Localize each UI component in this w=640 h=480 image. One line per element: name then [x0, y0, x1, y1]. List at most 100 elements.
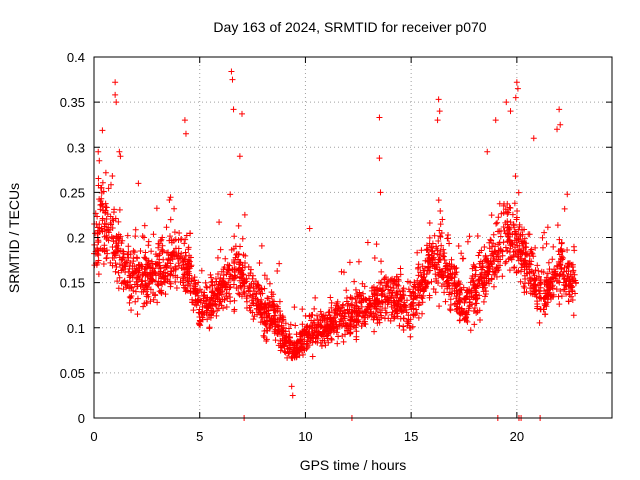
data-point — [209, 288, 216, 295]
data-point — [332, 314, 339, 321]
data-point — [465, 307, 472, 314]
data-point — [374, 309, 381, 316]
data-point — [481, 284, 488, 291]
data-point — [96, 221, 103, 228]
data-point — [556, 260, 563, 267]
data-point — [245, 272, 252, 279]
data-point — [482, 252, 489, 259]
data-point — [110, 238, 117, 245]
data-point — [507, 219, 514, 226]
data-point — [503, 99, 510, 106]
data-point — [536, 294, 543, 301]
data-point — [452, 300, 459, 307]
data-point — [277, 340, 284, 347]
data-point — [324, 335, 331, 342]
data-point — [203, 302, 210, 309]
data-point — [558, 265, 565, 272]
data-point — [353, 321, 360, 328]
data-point — [223, 303, 230, 310]
data-point — [435, 197, 442, 204]
data-point — [379, 284, 386, 291]
data-point — [483, 255, 490, 262]
data-point — [497, 228, 504, 235]
data-point — [523, 288, 530, 295]
data-point — [116, 274, 123, 281]
data-point — [347, 294, 354, 301]
data-point — [231, 275, 238, 282]
data-point — [287, 321, 294, 328]
data-point — [512, 94, 519, 101]
data-point — [130, 269, 137, 276]
data-point — [396, 288, 403, 295]
data-point — [115, 285, 122, 292]
data-point — [285, 350, 292, 357]
data-point — [132, 298, 139, 305]
data-point — [422, 257, 429, 264]
chart-title: Day 163 of 2024, SRMTID for receiver p07… — [213, 19, 486, 35]
data-point — [99, 217, 106, 224]
data-point — [509, 211, 516, 218]
data-point — [212, 275, 219, 282]
data-point — [127, 259, 134, 266]
data-point — [178, 250, 185, 257]
data-point — [189, 299, 196, 306]
data-point — [426, 292, 433, 299]
data-point — [130, 287, 137, 294]
data-point — [471, 305, 478, 312]
data-point — [235, 290, 242, 297]
data-point — [419, 263, 426, 270]
data-point — [159, 242, 166, 249]
data-point — [299, 306, 306, 313]
data-point — [261, 272, 268, 279]
data-point — [299, 321, 306, 328]
data-point — [446, 306, 453, 313]
data-point — [135, 180, 142, 187]
data-point — [312, 338, 319, 345]
data-point — [429, 247, 436, 254]
data-point — [253, 302, 260, 309]
data-point — [272, 337, 279, 344]
data-point — [187, 230, 194, 237]
data-point — [511, 224, 518, 231]
data-point — [304, 332, 311, 339]
data-point — [446, 240, 453, 247]
data-point — [490, 283, 497, 290]
data-point — [166, 257, 173, 264]
data-point — [434, 261, 441, 268]
data-point — [276, 298, 283, 305]
data-point — [570, 312, 577, 319]
data-point — [289, 392, 296, 399]
data-point — [556, 279, 563, 286]
data-point — [384, 296, 391, 303]
data-point — [210, 295, 217, 302]
data-point — [407, 303, 414, 310]
data-point — [168, 236, 175, 243]
data-point — [231, 306, 238, 313]
data-point — [419, 310, 426, 317]
data-point — [389, 289, 396, 296]
data-point — [549, 283, 556, 290]
data-point — [133, 254, 140, 261]
data-point — [216, 298, 223, 305]
data-point — [115, 218, 122, 225]
data-point — [249, 275, 256, 282]
data-point — [260, 332, 267, 339]
data-point — [182, 130, 189, 137]
data-point — [182, 288, 189, 295]
data-point — [277, 347, 284, 354]
data-point — [496, 200, 503, 207]
data-point — [334, 340, 341, 347]
data-point — [163, 224, 170, 231]
data-point — [109, 254, 116, 261]
data-point — [543, 293, 550, 300]
data-point — [311, 305, 318, 312]
data-point — [99, 127, 106, 134]
data-point — [134, 311, 141, 318]
data-point — [95, 257, 102, 264]
data-point — [393, 273, 400, 280]
data-point — [285, 325, 292, 332]
data-point — [294, 350, 301, 357]
data-point — [155, 244, 162, 251]
data-point — [526, 274, 533, 281]
data-point — [472, 267, 479, 274]
